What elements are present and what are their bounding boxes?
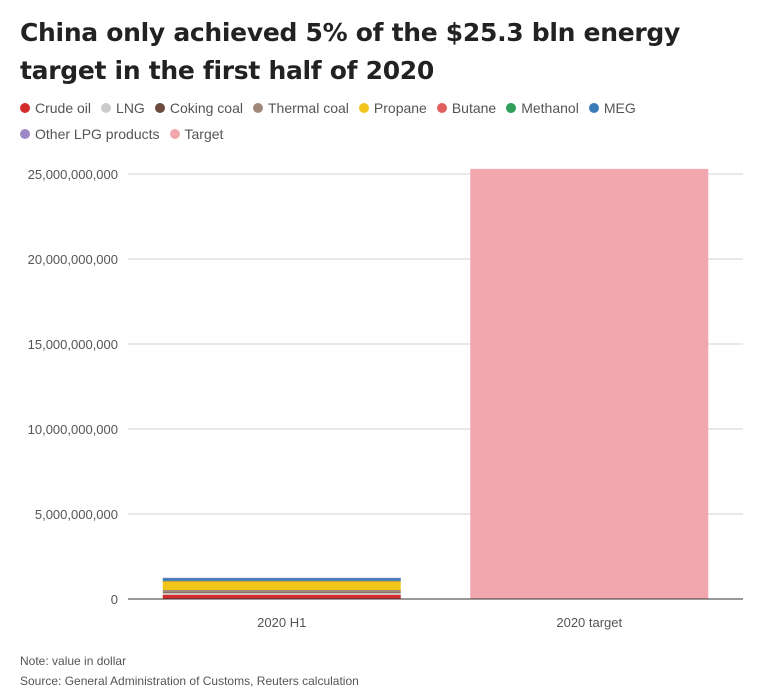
- y-tick-label: 0: [111, 592, 118, 607]
- bar-chart: 0 5,000,000,000 10,000,000,000 15,000,000,0…: [28, 167, 743, 630]
- legend-item-target: Target: [169, 124, 224, 144]
- legend-item-thermal-coal: Thermal coal: [252, 98, 349, 118]
- legend-label: Crude oil: [35, 100, 92, 116]
- legend-swatch: [588, 103, 599, 113]
- legend-label: MEG: [603, 100, 636, 116]
- bar-2020-h1-crude-oil: [162, 594, 401, 599]
- legend-label: Propane: [373, 100, 427, 116]
- note-text: Note: value in dollar: [20, 654, 127, 668]
- legend-label: Methanol: [521, 100, 579, 116]
- legend-label: Other LPG products: [35, 126, 160, 142]
- bar-2020-h1-thermal-coal: [162, 589, 401, 593]
- legend-swatch: [20, 129, 30, 139]
- legend-item-methanol: Methanol: [506, 98, 579, 118]
- legend-label: Thermal coal: [267, 100, 349, 116]
- x-tick-label: 2020 H1: [257, 615, 306, 630]
- y-tick-label: 20,000,000,000: [28, 252, 118, 267]
- legend-item-coking-coal: Coking coal: [154, 98, 243, 118]
- legend-label: Target: [184, 126, 224, 142]
- legend-swatch: [101, 103, 112, 113]
- legend-item-crude-oil: Crude oil: [20, 98, 91, 118]
- legend-item-lng: LNG: [101, 98, 145, 118]
- bar-2020-target-target: [470, 168, 709, 599]
- legend: Crude oil LNG Coking coal Thermal coal Propa…: [20, 98, 660, 144]
- y-tick-label: 10,000,000,000: [28, 422, 118, 437]
- legend-item-other-lpg-products: Other LPG products: [20, 124, 160, 144]
- bar-2020-h1-lng: [162, 593, 401, 595]
- legend-swatch: [358, 103, 369, 113]
- bar-2020-h1-coking-coal: [162, 592, 401, 594]
- legend-item-propane: Propane: [358, 98, 427, 118]
- legend-swatch: [154, 103, 165, 113]
- legend-item-meg: MEG: [588, 98, 636, 118]
- legend-label: Butane: [451, 100, 497, 116]
- y-tick-label: 25,000,000,000: [28, 167, 118, 182]
- legend-label: Coking coal: [169, 100, 243, 116]
- legend-label: LNG: [116, 100, 145, 116]
- legend-swatch: [252, 103, 263, 113]
- bar-2020-h1-butane: [162, 580, 401, 582]
- bar-2020-h1-meg: [162, 578, 401, 581]
- bar-2020-h1-propane: [162, 581, 401, 590]
- chart-title: China only achieved 5% of the $25.3 bln …: [20, 18, 680, 85]
- legend-swatch: [20, 103, 30, 113]
- legend-swatch: [506, 103, 517, 113]
- bar-2020-h1-other-lpg-products: [162, 577, 401, 579]
- bar-2020-h1-methanol: [162, 580, 401, 582]
- legend-item-butane: Butane: [436, 98, 497, 118]
- legend-swatch: [436, 103, 447, 113]
- x-tick-label: 2020 target: [556, 615, 622, 630]
- y-tick-label: 15,000,000,000: [28, 337, 118, 352]
- legend-swatch: [169, 129, 180, 139]
- y-tick-label: 5,000,000,000: [35, 507, 118, 522]
- source-text: Source: General Administration of Custom…: [20, 674, 359, 688]
